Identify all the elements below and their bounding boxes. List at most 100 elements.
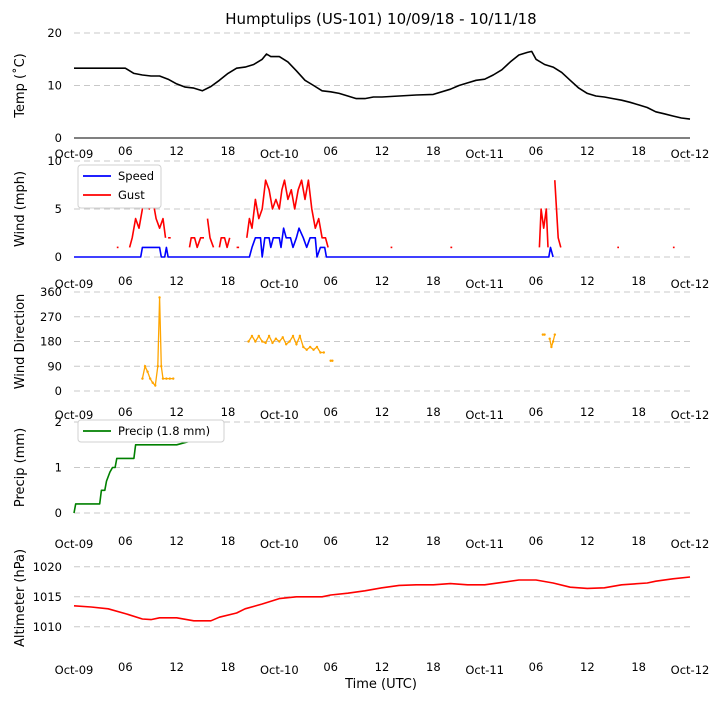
series-line-temperature bbox=[74, 50, 691, 120]
x-tick-label: 06 bbox=[323, 660, 338, 674]
x-tick-label: 06 bbox=[323, 405, 338, 419]
x-tick-label: 12 bbox=[375, 405, 390, 419]
series-line-gust bbox=[246, 179, 329, 248]
x-tick-label: 12 bbox=[580, 274, 595, 288]
series-line-gust bbox=[188, 237, 204, 249]
x-tick-label: 12 bbox=[169, 660, 184, 674]
x-tick-label: 06 bbox=[118, 534, 133, 548]
x-tick-label: 06 bbox=[323, 274, 338, 288]
x-tick-label: 06 bbox=[529, 274, 544, 288]
x-tick-label: Oct-10 bbox=[260, 277, 299, 291]
y-tick-label: 10 bbox=[47, 154, 62, 168]
y-tick-label: 0 bbox=[55, 250, 62, 264]
x-tick-label: 06 bbox=[323, 144, 338, 158]
series-line bbox=[549, 334, 556, 348]
y-axis-label: Precip (mm) bbox=[13, 428, 28, 507]
x-tick-label: 12 bbox=[580, 144, 595, 158]
series-line-gust bbox=[538, 208, 549, 248]
y-tick-label: 20 bbox=[47, 26, 62, 40]
x-tick-label: 18 bbox=[426, 405, 441, 419]
x-tick-label: 12 bbox=[169, 405, 184, 419]
y-tick-label: 1010 bbox=[33, 620, 62, 634]
y-tick-label: 0 bbox=[55, 506, 62, 520]
x-tick-label: Oct-11 bbox=[465, 277, 504, 291]
temperature-panel: 0 10 20 Temp (˚C) Oct-09 06 12 18 Oct-10 06 12 18 Oc… bbox=[12, 26, 709, 161]
x-tick-label: Oct-12 bbox=[671, 147, 710, 161]
y-tick-label: 180 bbox=[40, 335, 62, 349]
wind-speed-panel: 0 5 10 Wind (mph) Oct-09 06 12 18 Oct-10 06 12 18 Oc… bbox=[13, 154, 709, 291]
x-tick-label: 12 bbox=[169, 274, 184, 288]
x-tick-label: 18 bbox=[221, 274, 236, 288]
x-tick-label: 12 bbox=[169, 534, 184, 548]
x-tick-label: 06 bbox=[529, 534, 544, 548]
y-axis-label: Wind Direction bbox=[13, 294, 28, 390]
legend-label: Gust bbox=[118, 188, 145, 202]
x-tick-label: 06 bbox=[529, 405, 544, 419]
x-axis-label: Time (UTC) bbox=[344, 677, 417, 692]
x-tick-label: 18 bbox=[426, 660, 441, 674]
x-tick-label: 18 bbox=[631, 534, 646, 548]
x-tick-label: 06 bbox=[529, 660, 544, 674]
altimeter-panel: 1010 1015 1020 Altimeter (hPa) Oct-09 06 12 18 O… bbox=[13, 549, 709, 677]
series-line-gust bbox=[206, 218, 215, 248]
x-tick-label: 06 bbox=[118, 144, 133, 158]
y-axis-label: Temp (˚C) bbox=[12, 53, 28, 119]
x-tick-label: 18 bbox=[631, 405, 646, 419]
wind-direction-panel: 0 90 180 270 360 Wind Direction Oct-09 06 12 18 Oc… bbox=[13, 285, 709, 422]
x-tick-label: Oct-12 bbox=[671, 663, 710, 677]
x-tick-label: 06 bbox=[118, 405, 133, 419]
y-tick-label: 10 bbox=[47, 79, 62, 93]
x-tick-label: 18 bbox=[631, 274, 646, 288]
x-tick-label: Oct-10 bbox=[260, 663, 299, 677]
x-tick-label: 18 bbox=[631, 144, 646, 158]
x-tick-label: Oct-09 bbox=[55, 663, 94, 677]
y-tick-label: 5 bbox=[55, 202, 62, 216]
x-tick-label: 12 bbox=[580, 534, 595, 548]
legend-label: Speed bbox=[118, 169, 154, 183]
x-tick-label: Oct-09 bbox=[55, 537, 94, 551]
x-tick-label: 12 bbox=[375, 274, 390, 288]
series-line bbox=[247, 334, 324, 354]
x-tick-label: 18 bbox=[221, 144, 236, 158]
y-tick-label: 2 bbox=[55, 415, 62, 429]
x-tick-label: 18 bbox=[221, 405, 236, 419]
x-tick-label: Oct-10 bbox=[260, 408, 299, 422]
y-tick-label: 0 bbox=[55, 384, 62, 398]
series-line-gust bbox=[218, 237, 231, 249]
x-tick-label: Oct-10 bbox=[260, 537, 299, 551]
series-line-speed bbox=[74, 227, 554, 258]
x-tick-label: 12 bbox=[169, 144, 184, 158]
series-line-gust bbox=[554, 180, 562, 248]
y-axis-label: Wind (mph) bbox=[13, 171, 28, 247]
x-tick-label: 12 bbox=[375, 660, 390, 674]
x-tick-label: 12 bbox=[580, 660, 595, 674]
legend-box bbox=[77, 419, 225, 443]
x-tick-label: 18 bbox=[426, 274, 441, 288]
y-tick-label: 0 bbox=[55, 131, 62, 145]
y-tick-label: 270 bbox=[40, 310, 62, 324]
x-tick-label: 06 bbox=[118, 660, 133, 674]
x-tick-label: 06 bbox=[323, 534, 338, 548]
x-tick-label: Oct-11 bbox=[465, 663, 504, 677]
chart-title: Humptulips (US-101) 10/09/18 - 10/11/18 bbox=[225, 10, 536, 28]
legend-label: Precip (1.8 mm) bbox=[118, 424, 210, 438]
x-tick-label: 18 bbox=[221, 660, 236, 674]
y-tick-label: 1020 bbox=[33, 560, 62, 574]
x-tick-label: Oct-11 bbox=[465, 408, 504, 422]
x-tick-label: 06 bbox=[118, 274, 133, 288]
x-tick-label: Oct-09 bbox=[55, 408, 94, 422]
x-tick-label: 06 bbox=[529, 144, 544, 158]
x-tick-label: Oct-09 bbox=[55, 147, 94, 161]
x-tick-label: 18 bbox=[426, 144, 441, 158]
x-tick-label: 18 bbox=[631, 660, 646, 674]
y-tick-label: 1015 bbox=[33, 590, 62, 604]
x-tick-label: Oct-12 bbox=[671, 408, 710, 422]
x-tick-label: Oct-11 bbox=[465, 147, 504, 161]
x-tick-label: Oct-12 bbox=[671, 277, 710, 291]
x-tick-label: Oct-10 bbox=[260, 147, 299, 161]
y-tick-label: 1 bbox=[55, 461, 62, 475]
x-tick-label: Oct-12 bbox=[671, 537, 710, 551]
series-line-altimeter bbox=[73, 576, 691, 622]
